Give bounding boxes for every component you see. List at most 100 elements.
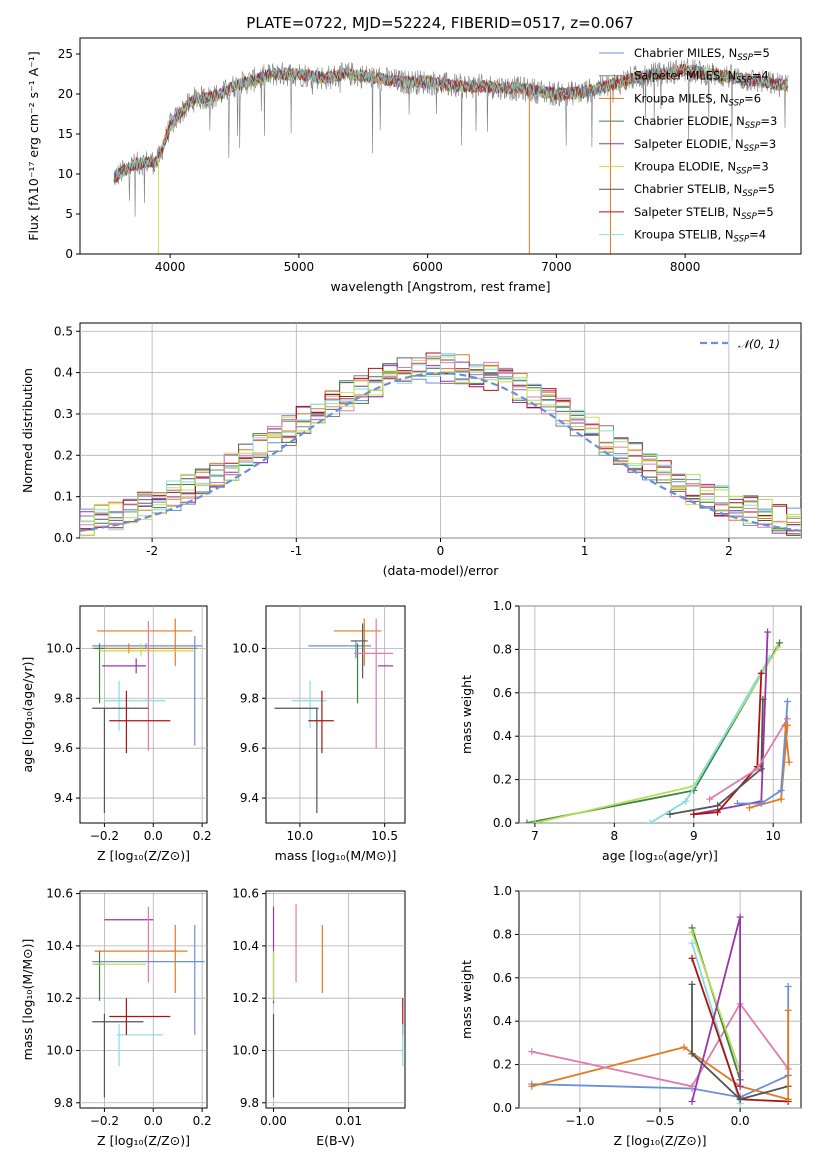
y-tick-label: 0 [65, 247, 73, 261]
weight-series [534, 646, 779, 823]
errorbar-point [274, 707, 319, 814]
y-tick-label: 10.2 [46, 991, 73, 1005]
y-tick-label: 20 [58, 87, 73, 101]
y-tick-label: 0.1 [54, 490, 73, 504]
model-spectrum [115, 64, 789, 180]
weight-marker [783, 697, 791, 705]
errorbar-point [92, 643, 198, 654]
weight-marker [781, 721, 789, 729]
y-tick-label: 0.8 [493, 642, 512, 656]
errorbar-point [94, 643, 105, 704]
x-tick-label: 5000 [284, 260, 315, 274]
y-axis-label: age [log₁₀(age/yr)] [20, 657, 35, 773]
y-tick-label: 0.6 [493, 971, 512, 985]
y-tick-label: 10.6 [46, 887, 73, 901]
mass-vs-EBV-panel: 0.00 0.01 9.8 10.0 10.2 10.4 10.6 E(B-V) [232, 887, 406, 1148]
x-tick-label: 2 [725, 544, 733, 558]
weight-marker [531, 819, 539, 823]
y-tick-label: 0.6 [493, 686, 512, 700]
x-tick-label: 4000 [155, 260, 186, 274]
y-tick-label: 0.0 [493, 816, 512, 830]
weight-series [693, 673, 763, 816]
spectrum-legend: Chabrier MILES, NSSP=5 Salpeter MILES, NS… [599, 46, 777, 245]
legend-entry: Chabrier ELODIE, NSSP=3 [634, 114, 777, 131]
y-tick-label: 9.6 [54, 741, 73, 755]
x-axis-label: mass [log₁₀(M/M⊙)] [275, 848, 397, 863]
weight-series [691, 984, 789, 1101]
y-tick-label: 0.2 [54, 448, 73, 462]
y-tick-label: 9.6 [240, 741, 259, 755]
x-tick-label: −0.2 [90, 829, 119, 843]
errorbar-point [92, 707, 149, 814]
weight-marker [706, 795, 714, 803]
y-tick-label: 9.8 [240, 691, 259, 705]
weight-series [669, 699, 764, 816]
errorbar-point [97, 618, 193, 666]
y-axis-label: Normed distribution [20, 368, 35, 493]
weight-marker [757, 669, 765, 677]
x-axis-label: Z [log₁₀(Z/Z⊙)] [97, 1133, 190, 1148]
figure-title: PLATE=0722, MJD=52224, FIBERID=0517, z=0… [246, 14, 633, 32]
weight-marker [736, 1082, 744, 1090]
weight-series [531, 1002, 789, 1088]
weight-marker [688, 1050, 696, 1058]
y-tick-label: 0.4 [493, 1014, 512, 1028]
x-tick-label: 1 [581, 544, 589, 558]
weight-vs-age-panel: 7 8 9 10 0.0 0.2 0.4 0.6 0.8 1.0 age [log₁₀(age/yr… [459, 599, 802, 863]
y-tick-label: 9.4 [54, 791, 73, 805]
weight-series [531, 1074, 789, 1099]
weight-marker [682, 797, 690, 805]
y-tick-label: 0.8 [493, 927, 512, 941]
weight-marker [783, 715, 791, 723]
weight-marker [688, 939, 696, 947]
y-tick-label: 9.8 [240, 1096, 259, 1110]
weight-marker [736, 913, 744, 921]
axes-frame [79, 890, 208, 1109]
y-tick-label: 10.0 [232, 641, 259, 655]
y-axis-label: mass weight [459, 960, 474, 1039]
x-tick-label: 0.0 [731, 1114, 750, 1128]
legend-entry: Chabrier MILES, NSSP=5 [634, 46, 770, 63]
weight-marker [688, 980, 696, 988]
weight-marker [785, 758, 793, 766]
weight-series [709, 718, 789, 800]
errorbar-point [350, 623, 368, 679]
axes-frame [265, 890, 406, 1109]
x-tick-label: 10.0 [287, 829, 314, 843]
x-axis-label: E(B-V) [316, 1133, 355, 1148]
age-vs-mass-panel: 10.0 10.5 9.4 9.6 9.8 10.0 mass [log₁₀(M/M⊙)] [232, 605, 406, 863]
weight-series [691, 931, 741, 1072]
y-tick-label: 0.4 [493, 729, 512, 743]
x-tick-label: 7 [531, 829, 539, 843]
y-tick-label: 10.0 [46, 1043, 73, 1057]
errorbar-point [308, 690, 334, 754]
errorbar-point [354, 618, 394, 749]
weight-marker [753, 765, 761, 773]
legend-entry: Kroupa STELIB, NSSP=4 [634, 228, 766, 245]
x-tick-label: 7000 [541, 260, 572, 274]
x-tick-label: 8000 [670, 260, 701, 274]
weight-marker [714, 808, 722, 816]
legend-entry: Kroupa ELODIE, NSSP=3 [634, 160, 769, 177]
weight-marker [690, 810, 698, 818]
normal-curve [80, 371, 801, 532]
y-axis-label: Flux [fλ10⁻¹⁷ erg cm⁻² s⁻¹ A⁻¹] [26, 51, 41, 240]
x-tick-label: 0.00 [260, 1114, 287, 1128]
weight-marker [680, 1043, 688, 1051]
x-tick-label: -1 [290, 544, 302, 558]
y-tick-label: 0.0 [493, 1101, 512, 1115]
y-tick-label: 10 [58, 167, 73, 181]
weight-marker [757, 799, 765, 807]
x-axis-label: (data-model)/error [383, 563, 500, 578]
weight-marker [736, 1095, 744, 1103]
residuals-panel: -2 -1 0 1 2 0.0 0.1 0.2 0.3 0.4 0.5 (data-model)/er… [20, 322, 802, 578]
errorbar-point [92, 643, 203, 649]
weight-marker [784, 982, 792, 990]
y-tick-label: 0.2 [493, 1058, 512, 1072]
x-tick-label: −0.5 [645, 1114, 674, 1128]
y-tick-label: 10.4 [232, 939, 259, 953]
y-axis-label: mass [log₁₀(M/M⊙)] [20, 939, 35, 1061]
y-tick-label: 25 [58, 47, 73, 61]
errorbar-point [101, 658, 146, 674]
y-tick-label: 0.0 [54, 531, 73, 545]
